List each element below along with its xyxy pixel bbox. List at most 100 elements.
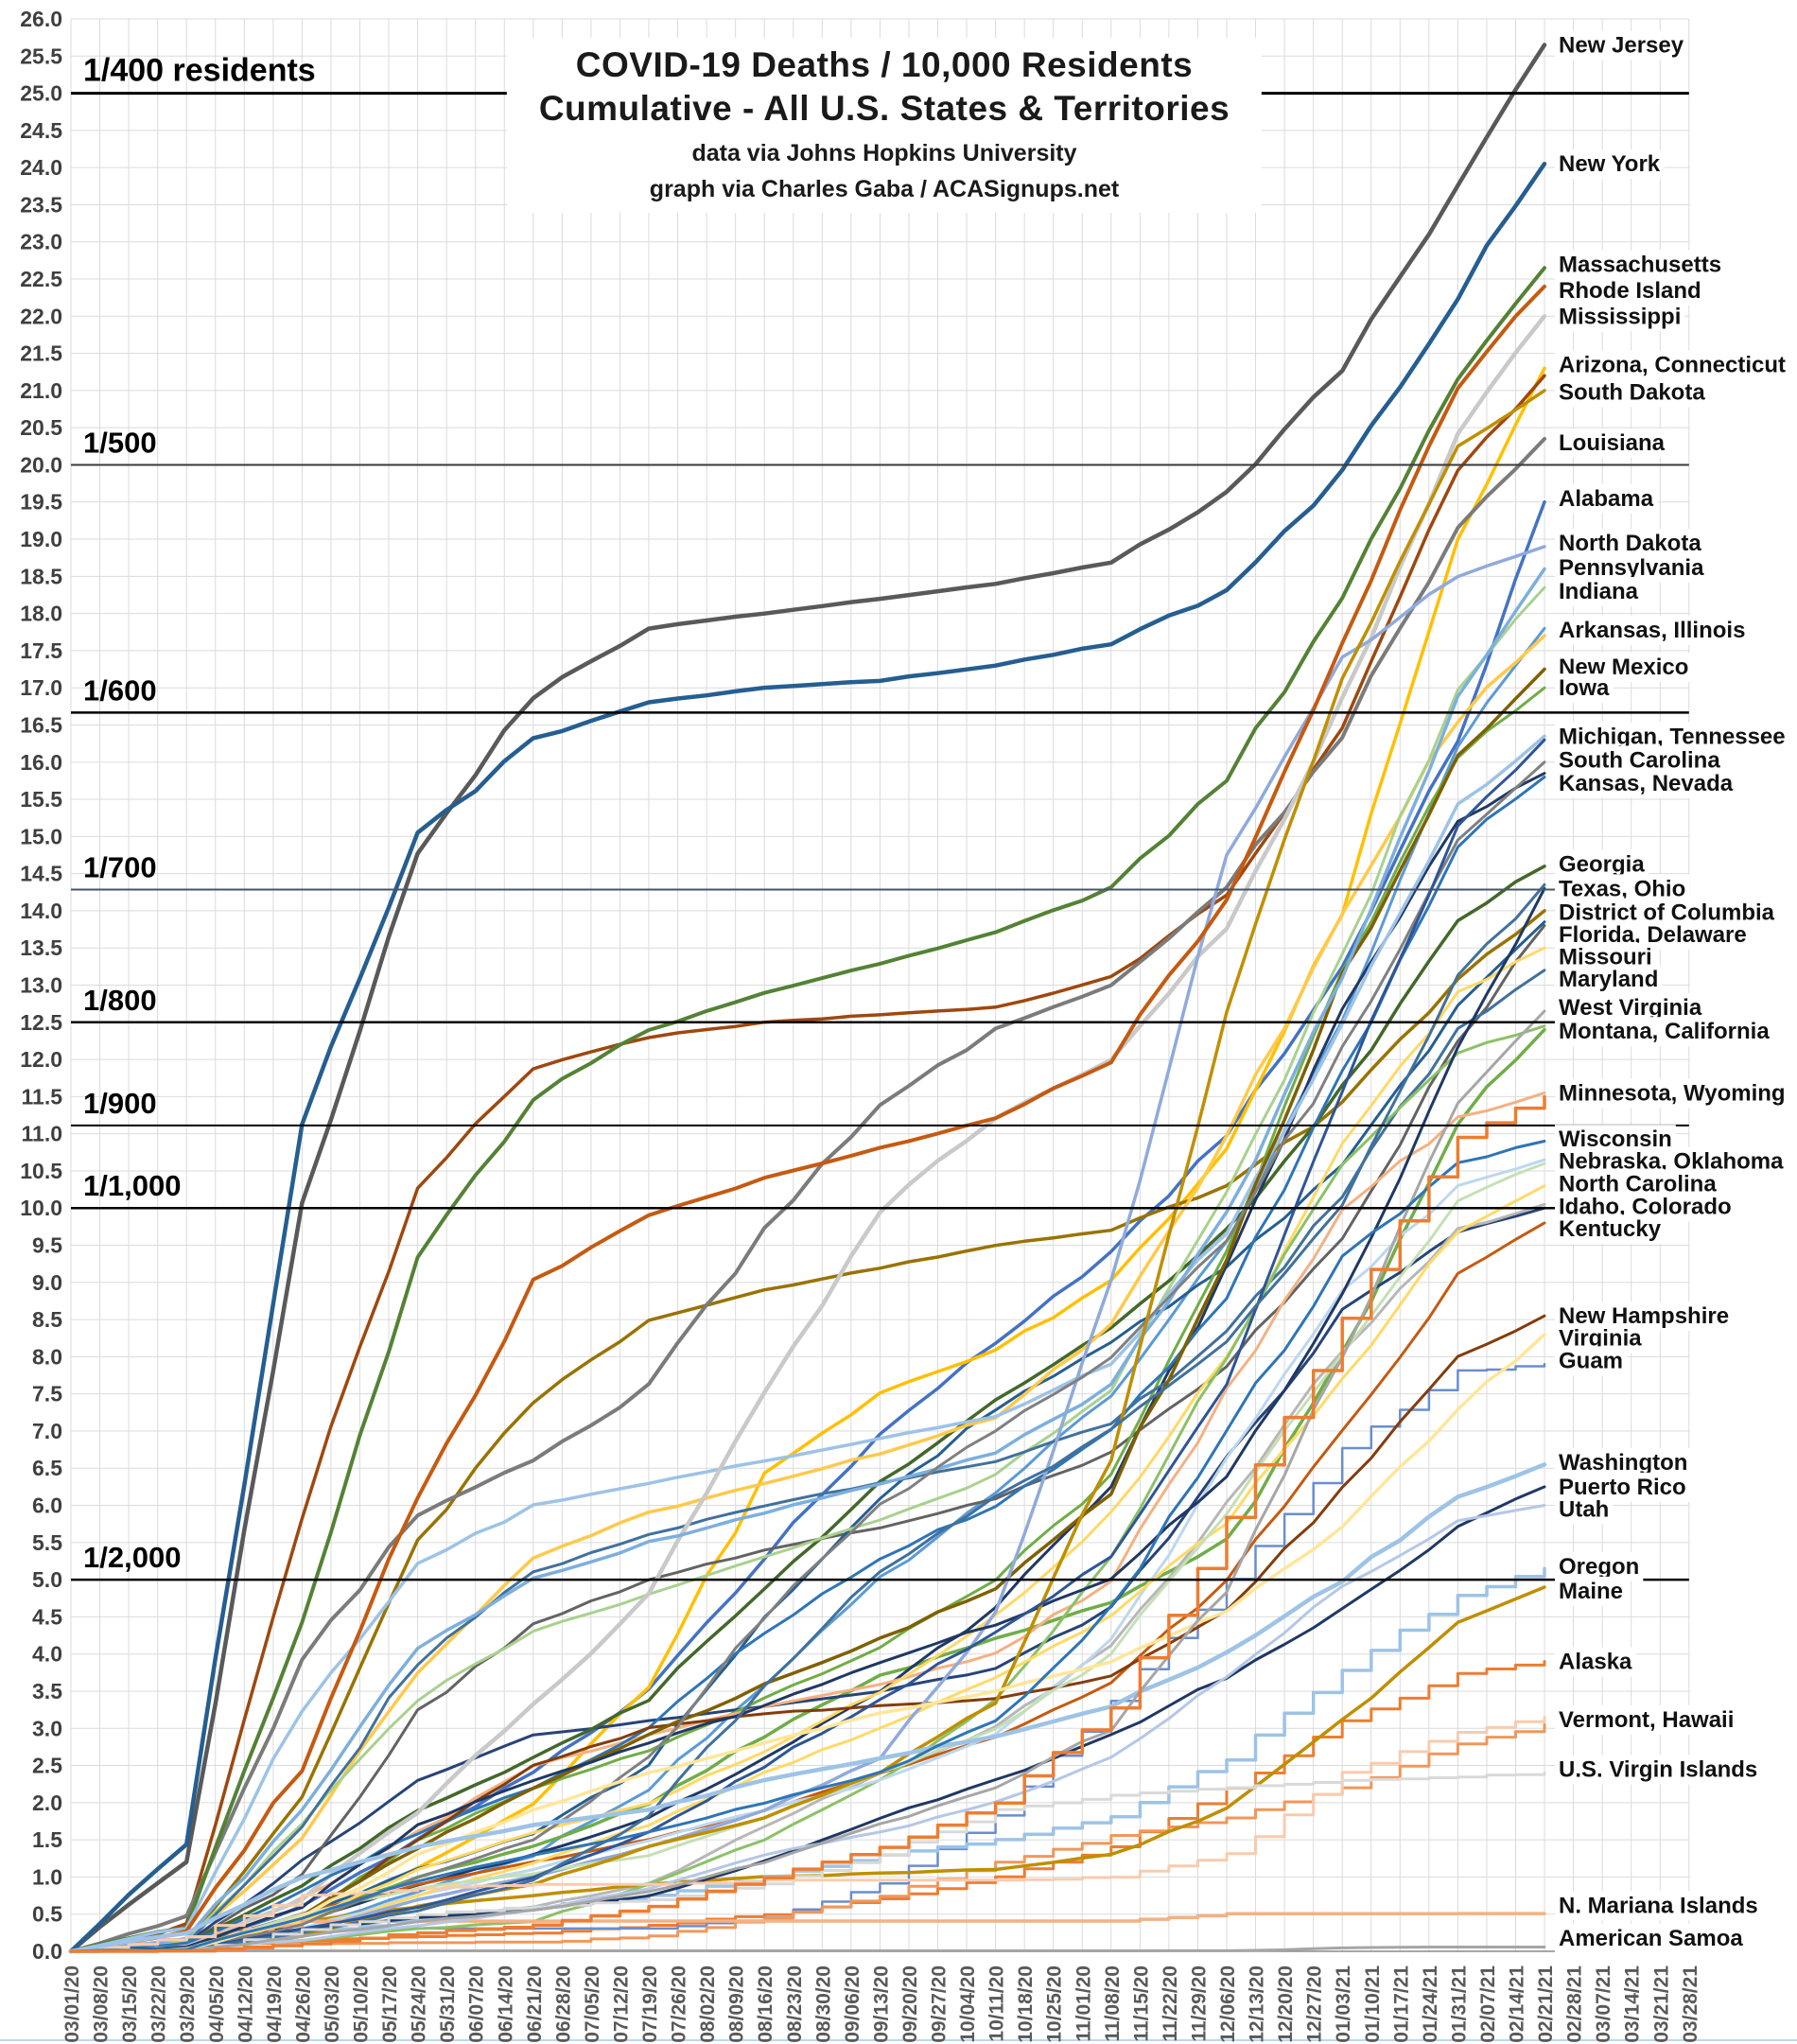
y-tick-label: 24.0 bbox=[20, 155, 62, 180]
x-tick-label: 01/03/21 bbox=[1333, 1965, 1354, 2043]
state-label-bg bbox=[1555, 1214, 1666, 1245]
y-tick-label: 5.5 bbox=[32, 1530, 62, 1555]
x-tick-label: 08/09/20 bbox=[726, 1965, 748, 2043]
x-tick-label: 09/20/20 bbox=[899, 1965, 921, 2043]
state-label-massachusetts: Massachusetts bbox=[1559, 252, 1721, 277]
y-tick-label: 16.5 bbox=[20, 712, 62, 737]
state-label-bg bbox=[1555, 30, 1688, 61]
series-line-massachusetts bbox=[69, 266, 1546, 1953]
state-label-bg bbox=[1555, 250, 1726, 280]
state-label-maryland: Maryland bbox=[1559, 967, 1658, 992]
series-line-illinois bbox=[69, 634, 1546, 1953]
series-line-west-virginia bbox=[69, 1009, 1546, 1953]
state-label-utah: Utah bbox=[1559, 1496, 1609, 1522]
chart-credit-data: data via Johns Hopkins University bbox=[691, 139, 1077, 166]
series-line-wisconsin bbox=[69, 1140, 1546, 1953]
x-tick-label: 02/07/21 bbox=[1477, 1965, 1499, 2043]
x-tick-label: 04/12/20 bbox=[235, 1965, 256, 2043]
state-label-bg bbox=[1555, 615, 1750, 645]
refline-label-1-700: 1/700 bbox=[83, 850, 157, 883]
series-line-american-samoa bbox=[69, 1946, 1546, 1953]
state-label-bg bbox=[1555, 1647, 1637, 1677]
y-tick-label: 16.0 bbox=[20, 750, 62, 775]
x-tick-label: 02/28/21 bbox=[1564, 1965, 1586, 2043]
y-tick-label: 12.5 bbox=[20, 1010, 62, 1035]
y-tick-label: 7.0 bbox=[32, 1419, 62, 1443]
state-label-bg bbox=[1555, 1346, 1628, 1376]
x-tick-label: 12/27/20 bbox=[1304, 1965, 1326, 2043]
x-tick-label: 11/22/20 bbox=[1160, 1965, 1181, 2042]
y-tick-label: 22.0 bbox=[20, 304, 62, 328]
y-tick-label: 13.0 bbox=[20, 972, 62, 997]
state-label-maine: Maine bbox=[1559, 1579, 1623, 1604]
y-tick-label: 22.5 bbox=[20, 267, 62, 291]
state-label-bg bbox=[1555, 849, 1649, 880]
refline-label-1-900: 1/900 bbox=[83, 1087, 157, 1120]
x-tick-label: 10/18/20 bbox=[1015, 1965, 1037, 2043]
state-label-bg bbox=[1555, 428, 1669, 458]
y-tick-label: 2.5 bbox=[32, 1754, 62, 1778]
state-label-new-jersey: New Jersey bbox=[1559, 32, 1684, 58]
state-label-bg bbox=[1555, 1078, 1789, 1109]
x-tick-label: 02/14/21 bbox=[1507, 1965, 1528, 2043]
y-tick-label: 20.0 bbox=[20, 452, 62, 477]
state-label-bg bbox=[1555, 302, 1685, 332]
x-tick-label: 03/29/20 bbox=[177, 1965, 199, 2043]
series-line-colorado bbox=[69, 1206, 1546, 1953]
series-line-south-dakota bbox=[69, 389, 1546, 1953]
state-label-bg bbox=[1555, 1447, 1692, 1477]
state-label-bg bbox=[1555, 1551, 1644, 1581]
state-label-kentucky: Kentucky bbox=[1559, 1216, 1662, 1242]
refline-label-1-500: 1/500 bbox=[83, 426, 157, 459]
series-line-rhode-island bbox=[69, 284, 1546, 1953]
y-tick-label: 17.0 bbox=[20, 675, 62, 700]
x-tick-label: 03/22/20 bbox=[148, 1965, 170, 2043]
x-tick-label: 01/24/21 bbox=[1420, 1965, 1441, 2043]
series-line-maryland bbox=[69, 969, 1546, 1953]
x-tick-label: 06/07/20 bbox=[466, 1965, 488, 2043]
state-label-south-dakota: South Dakota bbox=[1559, 379, 1705, 405]
x-tick-label: 06/21/20 bbox=[524, 1965, 546, 2043]
x-tick-label: 05/10/20 bbox=[351, 1965, 373, 2043]
series-line-montana bbox=[69, 1024, 1546, 1953]
x-tick-label: 07/12/20 bbox=[610, 1965, 632, 2043]
state-label-bg bbox=[1555, 1923, 1748, 1953]
x-tick-label: 03/01/20 bbox=[61, 1965, 83, 2043]
y-tick-label: 1.5 bbox=[32, 1827, 62, 1852]
chart-credit-graph: graph via Charles Gaba / ACASignups.net bbox=[649, 175, 1120, 202]
series-line-utah bbox=[69, 1504, 1546, 1953]
y-tick-label: 9.0 bbox=[32, 1270, 62, 1295]
x-tick-label: 04/05/20 bbox=[206, 1965, 228, 2043]
x-tick-label: 05/31/20 bbox=[437, 1965, 459, 2043]
x-tick-label: 11/08/20 bbox=[1102, 1965, 1124, 2042]
x-tick-label: 03/15/20 bbox=[119, 1965, 141, 2043]
y-tick-label: 3.0 bbox=[32, 1716, 62, 1740]
series-line-oregon bbox=[69, 1566, 1546, 1953]
y-tick-label: 13.5 bbox=[20, 935, 62, 960]
series-line-district-of-columbia bbox=[69, 909, 1546, 1953]
state-label-bg bbox=[1555, 1891, 1762, 1921]
y-tick-label: 19.5 bbox=[20, 490, 62, 515]
refline-label-1-1-000: 1/1,000 bbox=[83, 1169, 181, 1202]
state-label-mississippi: Mississippi bbox=[1559, 304, 1681, 329]
series-line-michigan bbox=[69, 734, 1546, 1953]
y-tick-label: 2.0 bbox=[32, 1791, 62, 1815]
x-tick-label: 11/29/20 bbox=[1188, 1965, 1210, 2042]
state-label-pennsylvania: Pennsylvania bbox=[1559, 555, 1704, 581]
y-tick-label: 24.5 bbox=[20, 118, 62, 143]
series-line-south-carolina bbox=[69, 760, 1546, 1953]
x-tick-label: 12/06/20 bbox=[1217, 1965, 1239, 2043]
y-tick-label: 10.0 bbox=[20, 1196, 62, 1220]
series-line-new-mexico bbox=[69, 667, 1546, 1953]
y-tick-label: 14.5 bbox=[20, 862, 62, 886]
series-line-missouri bbox=[69, 946, 1546, 1953]
series-line-tennessee bbox=[69, 738, 1546, 1953]
y-tick-label: 4.5 bbox=[32, 1604, 62, 1629]
state-label-u-s-virgin-islands: U.S. Virgin Islands bbox=[1559, 1756, 1757, 1782]
x-tick-label: 09/27/20 bbox=[929, 1965, 951, 2043]
series-line-wyoming bbox=[69, 1094, 1546, 1953]
state-label-alaska: Alaska bbox=[1559, 1650, 1632, 1675]
x-tick-label: 07/26/20 bbox=[669, 1965, 690, 2043]
series-line-pennsylvania bbox=[69, 567, 1546, 1953]
y-tick-label: 3.5 bbox=[32, 1679, 62, 1703]
